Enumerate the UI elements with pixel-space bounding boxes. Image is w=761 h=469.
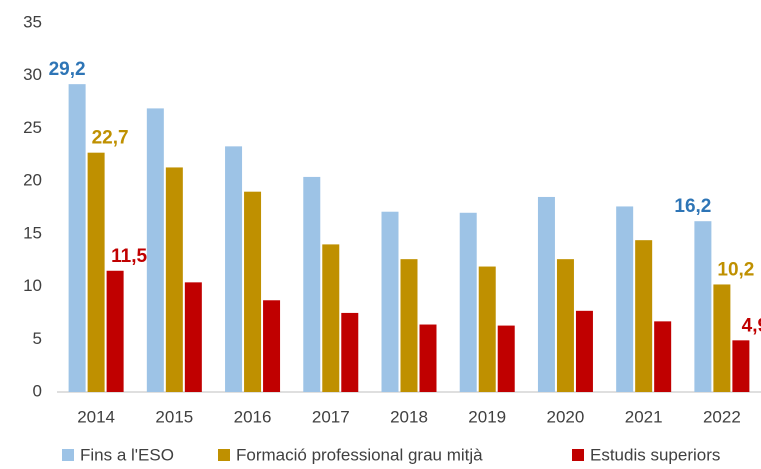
bar	[68, 84, 86, 393]
bar	[341, 312, 359, 392]
x-tick-label: 2020	[547, 407, 585, 426]
legend-label: Fins a l'ESO	[80, 445, 174, 464]
value-label: 16,2	[674, 196, 711, 217]
y-tick-label: 10	[23, 276, 42, 295]
bar	[106, 270, 124, 392]
value-label: 22,7	[92, 128, 129, 149]
bar	[694, 221, 712, 392]
bar	[616, 206, 634, 392]
x-tick-label: 2019	[468, 407, 506, 426]
bar	[165, 167, 183, 392]
y-tick-label: 20	[23, 171, 42, 190]
bar	[244, 191, 262, 392]
legend-label: Formació professional grau mitjà	[236, 445, 483, 464]
y-tick-label: 5	[33, 329, 42, 348]
bar	[381, 211, 399, 392]
value-label: 4,9	[742, 315, 761, 336]
y-tick-label: 0	[33, 381, 42, 400]
bar	[635, 240, 653, 392]
bar	[575, 310, 593, 392]
bar	[146, 108, 164, 392]
bar	[537, 196, 555, 392]
bar	[419, 324, 437, 392]
x-tick-label: 2018	[390, 407, 428, 426]
x-tick-label: 2016	[234, 407, 272, 426]
legend-label: Estudis superiors	[590, 445, 720, 464]
y-tick-label: 30	[23, 65, 42, 84]
x-tick-label: 2022	[703, 407, 741, 426]
legend-swatch	[62, 449, 74, 461]
bar	[184, 282, 202, 392]
value-label: 10,2	[717, 259, 754, 280]
bar	[497, 325, 515, 392]
x-tick-label: 2014	[77, 407, 115, 426]
bar	[225, 146, 243, 392]
bar	[400, 259, 418, 392]
bar	[303, 176, 321, 392]
legend-swatch	[218, 449, 230, 461]
x-tick-label: 2015	[155, 407, 193, 426]
y-tick-label: 35	[23, 12, 42, 31]
bar	[654, 321, 672, 392]
legend-swatch	[572, 449, 584, 461]
bar	[263, 300, 281, 392]
bar	[713, 284, 731, 392]
y-tick-label: 15	[23, 223, 42, 242]
value-label: 11,5	[111, 246, 147, 267]
bar	[556, 259, 574, 392]
bar	[459, 212, 477, 392]
y-tick-label: 25	[23, 118, 42, 137]
bar	[322, 244, 340, 392]
bar	[87, 152, 105, 392]
x-tick-label: 2017	[312, 407, 350, 426]
x-tick-label: 2021	[625, 407, 663, 426]
bar	[478, 266, 496, 392]
bar	[732, 340, 750, 392]
value-label: 29,2	[49, 59, 86, 80]
